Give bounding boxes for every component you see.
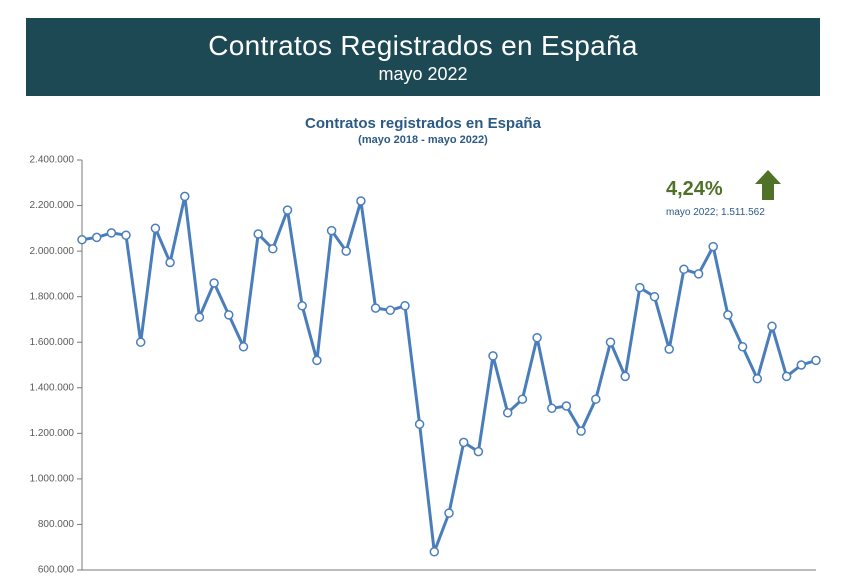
page-subtitle: mayo 2022: [378, 64, 467, 85]
y-tick-label: 1.000.000: [30, 474, 75, 485]
arrow-up-icon: [755, 170, 781, 200]
page-header: Contratos Registrados en España mayo 202…: [26, 18, 820, 96]
annotation-pct: 4,24%: [666, 178, 723, 201]
y-tick-label: 2.000.000: [30, 246, 75, 257]
chart-subtitle: (mayo 2018 - mayo 2022): [0, 134, 846, 146]
y-tick-label: 1.200.000: [30, 428, 75, 439]
y-tick-label: 2.200.000: [30, 200, 75, 211]
page-title: Contratos Registrados en España: [208, 30, 638, 62]
y-tick-label: 1.800.000: [30, 291, 75, 302]
y-tick-label: 600.000: [38, 565, 75, 576]
y-tick-label: 1.600.000: [30, 337, 75, 348]
page: Contratos Registrados en España mayo 202…: [0, 0, 846, 583]
y-tick-label: 800.000: [38, 519, 75, 530]
chart-title: Contratos registrados en España: [0, 115, 846, 132]
y-tick-label: 2.400.000: [30, 155, 75, 166]
y-tick-label: 1.400.000: [30, 382, 75, 393]
annotation-label: mayo 2022; 1.511.562: [666, 202, 765, 220]
